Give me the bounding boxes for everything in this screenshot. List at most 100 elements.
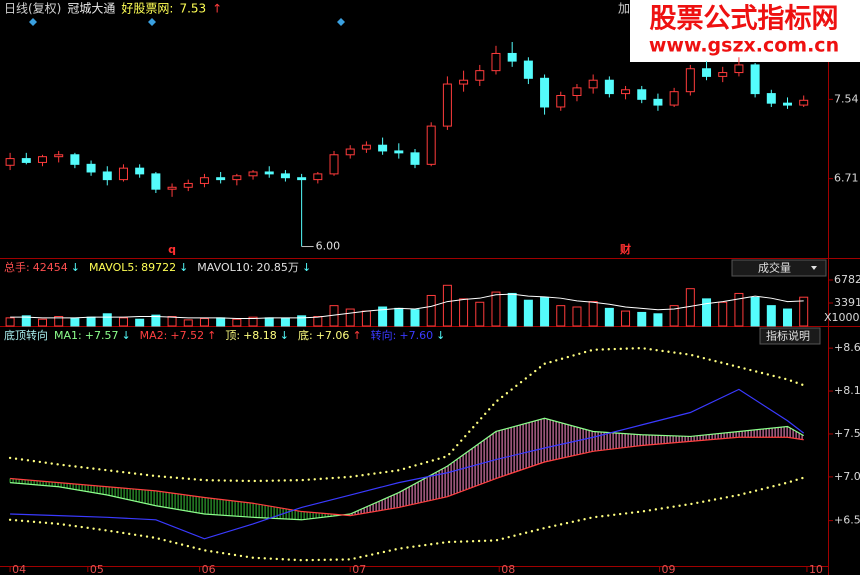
candle-body [167,186,177,190]
dotted-line [8,346,805,483]
volume-bar [572,306,582,327]
readout-value: 89722 [141,261,176,274]
x-tick-label: 10 [809,563,823,575]
legend-name: 顶: [225,329,240,342]
low-annotation: 6.00 [316,240,341,253]
volume-bar [135,318,145,327]
indicator-line [10,417,804,521]
candle-body [750,64,760,95]
y-tick-label: +6.54 [834,514,860,527]
period-label: 日线(复权) [4,2,61,16]
candle-body [718,72,728,77]
readout-arrow: ↓ [71,261,80,274]
volume-bar [232,318,242,327]
selector-label[interactable]: 成交量 [758,261,791,275]
candle-body [102,171,112,181]
x-tick-label: 09 [662,563,676,575]
legend-arrow: ↑ [352,329,361,342]
diamond [337,18,345,26]
legend-value: +7.57 [85,329,119,342]
volume-ma-line [10,293,804,320]
volume-bar [183,319,193,327]
indicator-selector[interactable] [731,259,827,277]
diamond [29,18,37,26]
y-tick-label: 67829 [834,273,860,286]
candle-body [135,167,145,175]
candle-body [426,125,436,165]
volume-bar [685,288,695,327]
readout-value: 42454 [33,261,68,274]
volume-bar [216,317,226,327]
legend-name: 转向: [371,328,397,342]
candle-body [21,158,31,163]
indicator-help-button[interactable] [759,327,821,345]
volume-bar [621,310,631,327]
legend-name: 底: [298,328,313,342]
y-tick-label: 33914 [834,296,860,309]
dropdown-icon[interactable] [811,266,817,270]
legend-arrow: ↓ [436,329,445,342]
legend-arrow: ↑ [207,329,216,342]
volume-bar [378,306,388,327]
candle-body [540,77,550,108]
candle-body [491,52,501,72]
volume-bar [86,316,96,327]
volume-bar [426,294,436,327]
candle-body [297,177,307,181]
readout-name: MAVOL10: [197,261,253,274]
volume-bar [151,314,161,327]
volume-bar [313,316,323,327]
volume-bar [199,318,209,327]
volume-bar [345,308,355,327]
x-tick-label: 05 [90,563,104,575]
cut-text: 加 [618,2,630,16]
volume-bar [118,317,128,327]
volume-bar [264,317,274,327]
candle-body [70,154,80,165]
readout-value: 20.85万 [256,261,299,274]
y-tick-label: 6.71 [834,172,859,185]
price: 7.53 [179,2,206,16]
volume-bar [540,297,550,327]
candle-body [685,68,695,93]
candle-body [523,60,533,79]
candle-body [313,173,323,181]
volume-bar [507,292,517,327]
volume-bar [718,301,728,327]
candle-body [475,70,485,81]
candle-body [556,95,566,108]
candle-body [799,99,809,106]
candle-body [507,52,517,62]
candle-body [669,91,679,106]
candle-body [604,79,614,95]
readout-name: 总手: [4,260,30,274]
legend-arrow: ↓ [280,329,289,342]
candle-body [37,156,47,163]
volume-bar [70,318,80,327]
indicator-title: 底顶转向 [4,328,48,342]
y-tick-label: 7.54 [834,92,859,105]
volume-bar [54,316,64,327]
volume-bar [669,305,679,327]
watermark-title: 股票公式指标网 [650,4,839,35]
volume-bar [523,299,533,327]
volume-bar [297,315,307,327]
candle-body [621,89,631,95]
candle-body [5,158,15,166]
x-tick-label: 06 [202,563,216,575]
y-tick-label: +8.11 [834,384,860,397]
candle-body [86,163,96,173]
price-arrow: ↑ [212,2,222,16]
indicator-help-label[interactable]: 指标说明 [766,329,810,343]
candle-body [232,175,242,181]
candle-body [199,177,209,184]
readout-arrow: ↓ [179,261,188,274]
candle-body [653,98,663,106]
legend-value: +7.60 [399,329,433,342]
legend-name: MA2: [140,329,168,342]
volume-bar [394,307,404,327]
volume-bar [702,298,712,327]
volume-bar [102,313,112,327]
x-tick-label: 08 [501,563,515,575]
